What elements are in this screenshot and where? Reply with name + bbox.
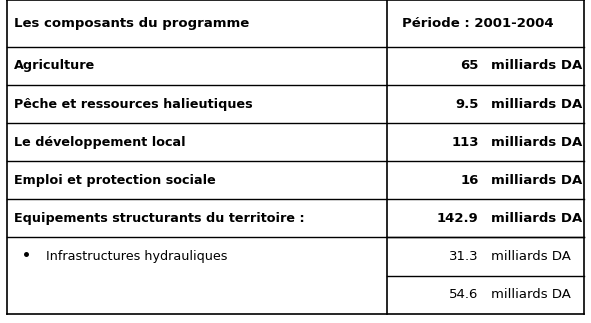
Text: 65: 65	[460, 59, 479, 72]
Text: 16: 16	[460, 174, 479, 187]
Text: Période : 2001-2004: Période : 2001-2004	[402, 17, 554, 30]
Text: milliards DA: milliards DA	[491, 174, 582, 187]
Text: Infrastructures hydrauliques: Infrastructures hydrauliques	[46, 250, 227, 263]
Text: 113: 113	[451, 136, 479, 149]
Text: milliards DA: milliards DA	[491, 212, 582, 225]
Text: Le développement local: Le développement local	[14, 136, 186, 149]
Text: Agriculture: Agriculture	[14, 59, 95, 72]
Text: milliards DA: milliards DA	[491, 98, 582, 110]
Text: Emploi et protection sociale: Emploi et protection sociale	[14, 174, 216, 187]
Text: milliards DA: milliards DA	[491, 136, 582, 149]
Text: •: •	[22, 249, 31, 264]
Text: 31.3: 31.3	[449, 250, 479, 263]
Text: milliards DA: milliards DA	[491, 288, 570, 301]
Text: Les composants du programme: Les composants du programme	[14, 17, 249, 30]
Text: milliards DA: milliards DA	[491, 59, 582, 72]
Text: 142.9: 142.9	[437, 212, 479, 225]
Text: 54.6: 54.6	[449, 288, 479, 301]
Text: milliards DA: milliards DA	[491, 250, 570, 263]
Text: Equipements structurants du territoire :: Equipements structurants du territoire :	[14, 212, 305, 225]
Text: 9.5: 9.5	[455, 98, 479, 110]
Text: Pêche et ressources halieutiques: Pêche et ressources halieutiques	[14, 98, 253, 110]
